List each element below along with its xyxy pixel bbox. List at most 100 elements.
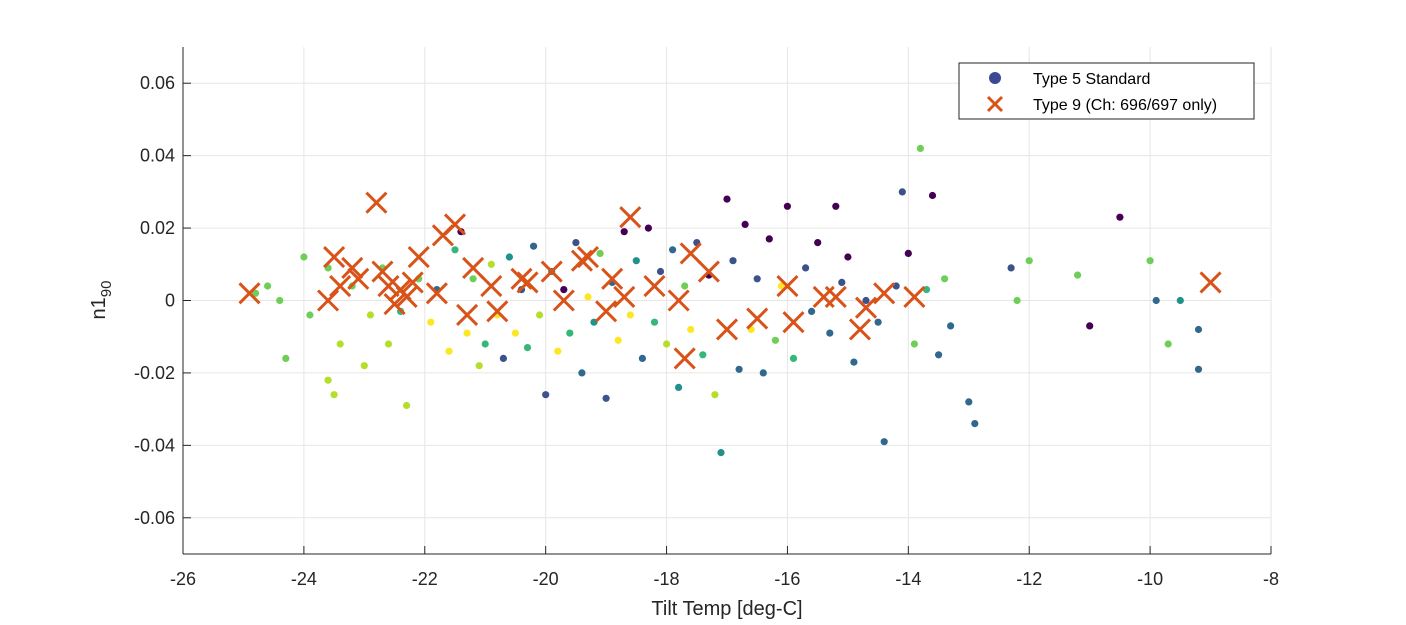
type5-point [505, 253, 513, 261]
type9-point [238, 282, 261, 305]
type5-point [644, 224, 653, 232]
type5-point [898, 188, 906, 196]
type5-point [366, 311, 374, 319]
type5-point [729, 257, 737, 265]
type9-point [673, 347, 696, 370]
type5-point [741, 220, 749, 228]
y-axis-label-main: n1 [88, 297, 110, 319]
type5-point [1164, 340, 1172, 348]
type5-point [663, 340, 671, 348]
type9-point [323, 245, 346, 269]
type5-point [481, 340, 489, 348]
type5-point [1152, 296, 1160, 305]
type9-point [619, 206, 642, 229]
type5-point [808, 307, 816, 315]
type5-point [947, 322, 955, 330]
type5-point [765, 235, 773, 243]
type5-point [384, 340, 393, 348]
type9-point [401, 271, 424, 294]
type5-point [681, 282, 689, 290]
type9-point [601, 267, 624, 290]
type9-point [486, 300, 509, 323]
type5-point [324, 376, 332, 384]
type9-point [365, 191, 388, 214]
x-tick-label: -22 [412, 569, 438, 589]
type5-point [965, 398, 973, 406]
type5-point [904, 249, 912, 257]
type5-point [554, 347, 562, 355]
type9-point [697, 260, 720, 283]
type5-point [620, 228, 628, 236]
type5-point [511, 329, 519, 337]
type9-point [395, 285, 418, 308]
y-tick-label: 0.06 [140, 73, 175, 93]
legend: Type 5 Standard Type 9 (Ch: 696/697 only… [958, 62, 1255, 120]
type5-point [699, 351, 707, 359]
y-tick-label: 0 [165, 291, 175, 311]
y-tick-label: -0.02 [134, 363, 175, 383]
x-tick-label: -24 [291, 569, 317, 589]
type5-point [723, 195, 731, 203]
type9-point [329, 274, 352, 298]
legend-label-type9: Type 9 (Ch: 696/697 only) [1033, 97, 1217, 114]
x-tick-label: -8 [1263, 569, 1279, 589]
x-tick-label: -16 [774, 569, 800, 589]
type5-point [499, 354, 507, 362]
type5-point [687, 325, 695, 334]
type5-point [1074, 271, 1082, 279]
type5-point [300, 253, 308, 261]
type5-point [584, 293, 592, 301]
x-tick-label: -20 [533, 569, 559, 589]
type9-point [377, 274, 400, 298]
legend-marker-type9 [986, 95, 1004, 113]
type9-point [643, 274, 666, 298]
type5-point [282, 354, 290, 362]
type9-point [480, 274, 503, 298]
type5-point [771, 336, 780, 344]
type5-point [469, 275, 477, 283]
type5-point [941, 275, 949, 283]
type5-point [602, 394, 610, 402]
type5-point [1086, 322, 1094, 330]
x-tick-label: -18 [654, 569, 680, 589]
type5-point [880, 438, 888, 446]
type5-point [669, 246, 677, 254]
type9-point [848, 318, 872, 341]
type9-point [516, 271, 539, 294]
x-tick-label: -26 [170, 569, 196, 589]
type5-point [1194, 365, 1203, 373]
type9-point [383, 293, 406, 316]
y-tick-label: -0.04 [134, 435, 175, 455]
type5-point [445, 347, 453, 355]
type5-point [403, 401, 411, 410]
type5-point [306, 311, 314, 319]
type5-point [523, 344, 532, 352]
type5-point [735, 365, 743, 373]
type5-point [451, 246, 459, 254]
type5-point [626, 311, 634, 319]
type5-point [971, 420, 979, 428]
type5-point [1194, 325, 1203, 334]
y-ticks: -0.06 -0.04 -0.02 0 0.02 0.04 0.06 [134, 73, 191, 528]
type5-point [753, 275, 761, 283]
type9-point [595, 300, 618, 323]
type5-point [427, 318, 435, 326]
type9-point [540, 260, 563, 283]
type5-point [675, 383, 683, 391]
type9-point [425, 282, 448, 305]
type5-point [596, 249, 604, 257]
type9-point [776, 274, 799, 298]
type9-point [746, 307, 769, 330]
type5-point [566, 329, 574, 337]
type5-point [264, 282, 272, 290]
type9-point [371, 260, 394, 283]
type9-point [873, 282, 896, 305]
y-tick-label: 0.02 [140, 218, 175, 238]
type5-point [578, 369, 586, 377]
type5-point [360, 362, 368, 370]
type5-point [638, 354, 647, 362]
y-axis-label-subscript: 90 [98, 281, 115, 298]
type5-point [560, 286, 568, 294]
type5-point [850, 358, 858, 366]
